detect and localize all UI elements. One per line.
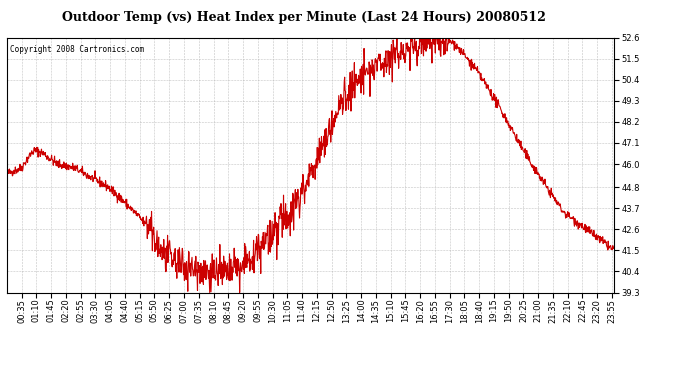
- Text: Outdoor Temp (vs) Heat Index per Minute (Last 24 Hours) 20080512: Outdoor Temp (vs) Heat Index per Minute …: [61, 11, 546, 24]
- Text: Copyright 2008 Cartronics.com: Copyright 2008 Cartronics.com: [10, 45, 144, 54]
